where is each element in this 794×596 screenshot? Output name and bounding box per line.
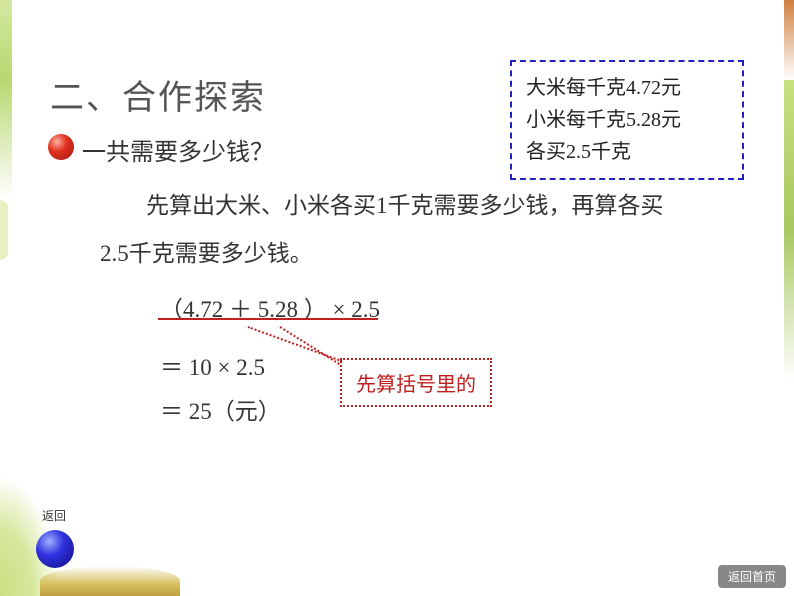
pointer-line-2 (279, 326, 339, 365)
decor-top-left (0, 0, 12, 200)
decor-top-right (784, 0, 794, 80)
decor-left-blob (0, 200, 8, 260)
hint-box: 先算括号里的 (340, 358, 492, 407)
equation-line-3: ＝ 25（元） (160, 392, 281, 426)
decor-bottom-left2 (40, 566, 180, 596)
back-label: 返回 (42, 507, 66, 524)
equation-line-2: ＝ 10 × 2.5 (160, 348, 265, 382)
info-line-1: 大米每千克4.72元 (526, 72, 728, 104)
return-home-button[interactable]: 返回首页 (718, 565, 786, 588)
back-button[interactable] (36, 530, 74, 568)
parenthesis-underline (158, 318, 378, 320)
info-box: 大米每千克4.72元 小米每千克5.28元 各买2.5千克 (510, 60, 744, 180)
decor-right (784, 80, 794, 380)
question-text: 一共需要多少钱？ (82, 132, 274, 167)
info-line-2: 小米每千克5.28元 (526, 104, 728, 136)
info-line-3: 各买2.5千克 (526, 136, 728, 168)
red-ball-icon (48, 134, 74, 160)
section-title: 二、合作探索 (50, 70, 266, 119)
body-text: 先算出大米、小米各买1千克需要多少钱，再算各买2.5千克需要多少钱。 (100, 182, 680, 279)
